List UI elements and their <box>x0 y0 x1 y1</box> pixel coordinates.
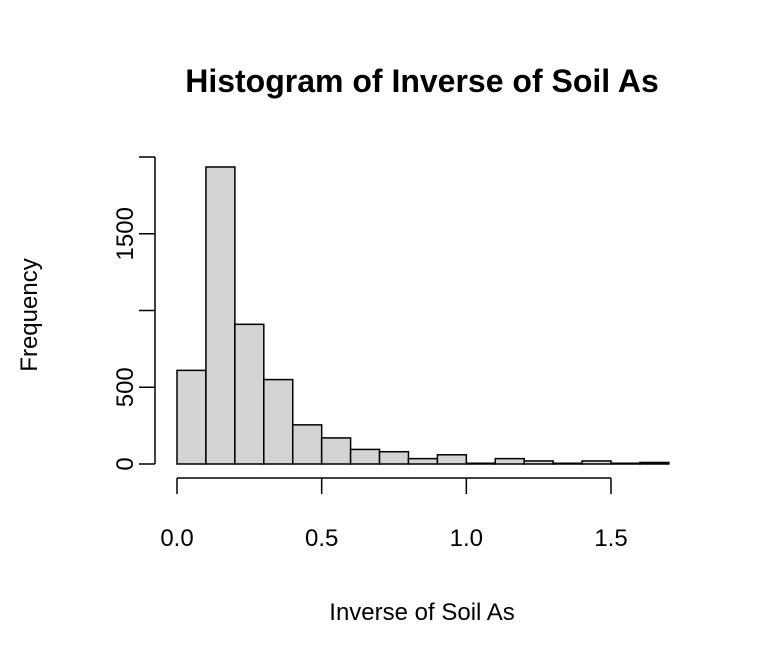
histogram-bar-0 <box>176 369 207 465</box>
histogram-bar-4 <box>291 424 323 465</box>
histogram-bar-2 <box>234 323 265 465</box>
x-tick-label-2: 1.0 <box>450 525 483 552</box>
histogram-bar-8 <box>407 457 439 465</box>
histogram-bar-15 <box>610 462 641 465</box>
histogram-bar-10 <box>465 462 497 465</box>
histogram-bar-5 <box>320 437 352 465</box>
x-tick-label-0: 0.0 <box>160 525 193 552</box>
y-tick-label-3: 1500 <box>112 207 139 260</box>
chart-title: Histogram of Inverse of Soil As <box>185 63 659 99</box>
histogram-bar-3 <box>263 378 294 465</box>
x-tick-label-3: 1.5 <box>594 525 627 552</box>
histogram-bar-9 <box>436 454 468 465</box>
x-tick-label-1: 0.5 <box>305 525 338 552</box>
bars-group <box>176 166 670 465</box>
x-axis: 0.0 0.5 1.0 1.5 <box>160 477 628 552</box>
histogram-bar-13 <box>552 462 583 465</box>
y-tick-label-1: 500 <box>112 367 139 407</box>
histogram-bar-16 <box>639 461 670 465</box>
histogram-bar-1 <box>205 166 236 465</box>
histogram-bar-7 <box>378 450 410 465</box>
histogram-bar-14 <box>581 460 612 465</box>
y-axis: 0 500 1500 <box>112 156 156 471</box>
histogram-bar-11 <box>494 457 525 465</box>
histogram-bar-12 <box>523 460 554 465</box>
y-axis-label: Frequency <box>16 258 43 371</box>
y-tick-label-0: 0 <box>112 457 139 470</box>
x-axis-label: Inverse of Soil As <box>329 599 514 626</box>
histogram-bar-6 <box>349 448 381 465</box>
